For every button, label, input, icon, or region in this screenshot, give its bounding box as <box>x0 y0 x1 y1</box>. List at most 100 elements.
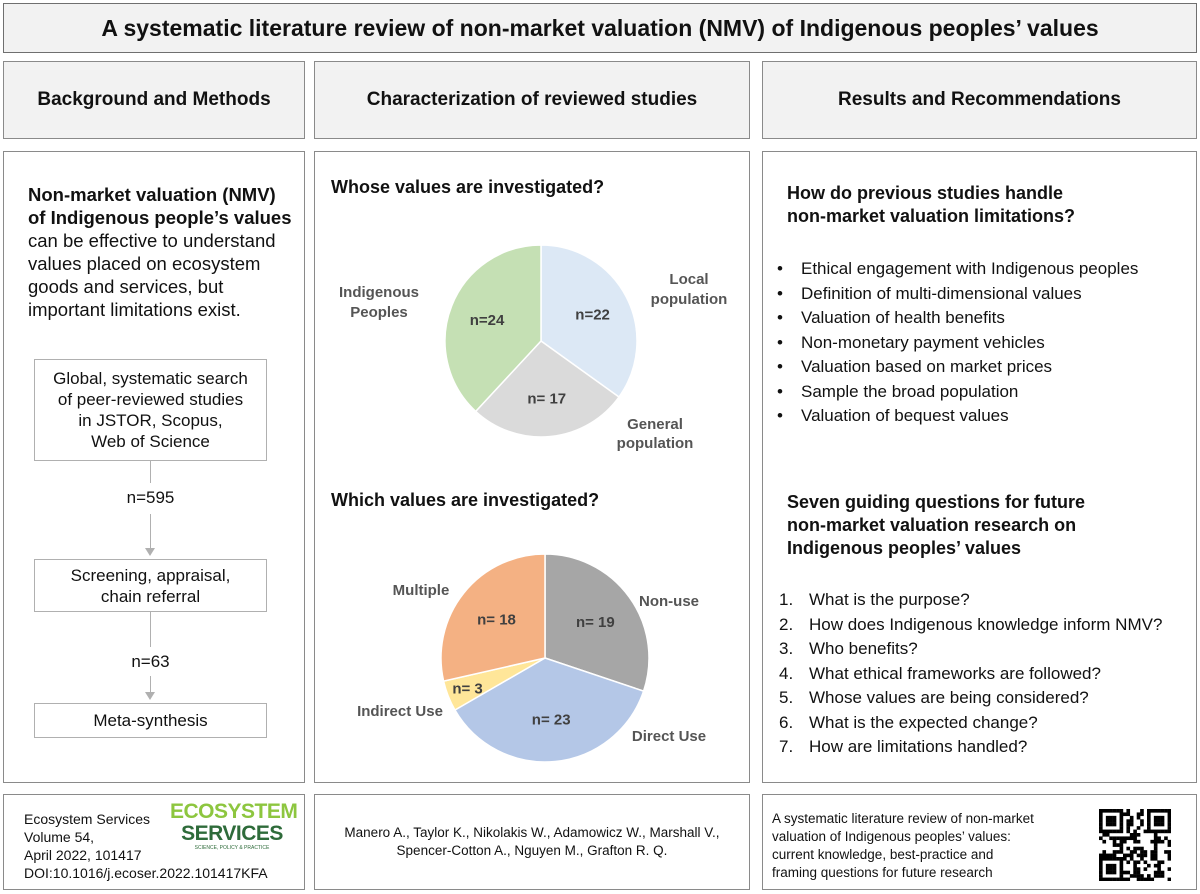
pie-whose-slice <box>474 340 620 438</box>
guiding-question-item: 6. What is the expected change? <box>779 711 1162 736</box>
question-line: How do previous studies handle <box>787 183 1064 203</box>
label-local: population <box>651 291 728 308</box>
header-characterization-text: Characterization of reviewed studies <box>366 89 698 110</box>
flow-connector <box>150 461 151 483</box>
poster-title-text: A systematic literature review of non-ma… <box>101 14 1099 41</box>
flow-screening-line: Screening, appraisal, <box>70 565 231 585</box>
journal-citation: Ecosystem Services Volume 54, April 2022… <box>24 810 268 882</box>
intro-line-4: values placed on ecosystem <box>28 253 261 274</box>
question-line: non-market valuation limitations? <box>787 206 1076 226</box>
flow-count-595: n=595 <box>126 488 175 507</box>
journal-line: Ecosystem Services <box>24 811 151 827</box>
question-number: 2. <box>779 614 794 634</box>
question-number: 4. <box>779 663 794 683</box>
logo-text: ECOSYSTEM <box>170 800 298 823</box>
pie-which-slice-label: n= 19 <box>576 614 615 631</box>
qr-code-icon[interactable] <box>1099 809 1171 881</box>
question-number: 3. <box>779 639 794 658</box>
arrow-down-icon <box>145 548 155 556</box>
limitation-item: Valuation based on market prices <box>777 355 1138 380</box>
pie-which-slice <box>544 553 650 693</box>
intro-line-6: important limitations exist. <box>28 299 241 320</box>
intro-line-5: goods and services, but <box>28 276 224 297</box>
flow-search-line: Web of Science <box>91 432 210 451</box>
flow-synthesis-box: Meta-synthesis <box>34 703 267 738</box>
flow-count-63: n=63 <box>131 652 170 671</box>
label-indirect-use: Indirect Use <box>357 703 443 720</box>
question-number: 6. <box>779 712 794 732</box>
question-text: How are limitations handled? <box>809 737 1028 756</box>
flow-search-line: Global, systematic search <box>53 369 248 388</box>
pie-which-slice-label: n= 3 <box>452 680 482 697</box>
poster-title: A systematic literature review of non-ma… <box>3 3 1197 53</box>
limitations-list: Ethical engagement with Indigenous peopl… <box>777 257 1138 429</box>
label-general: General <box>627 416 683 433</box>
chart1-title: Whose values are investigated? <box>331 177 605 197</box>
limitation-item: Valuation of health benefits <box>777 306 1138 331</box>
flow-synthesis-label: Meta-synthesis <box>93 711 208 730</box>
guiding-question-item: 3. Who benefits? <box>779 637 1162 662</box>
header-background-methods: Background and Methods <box>3 61 305 139</box>
authors-line: Manero A., Taylor K., Nikolakis W., Adam… <box>344 825 720 840</box>
question-text: What is the expected change? <box>809 712 1038 732</box>
limitation-item: Non-monetary payment vehicles <box>777 331 1138 356</box>
label-indigenous: Peoples <box>350 304 408 321</box>
guiding-question-item: 5. Whose values are being considered? <box>779 686 1162 711</box>
summary-text: A systematic literature review of non-ma… <box>772 810 1034 882</box>
limitation-item: Definition of multi-dimensional values <box>777 282 1138 307</box>
flow-search-box: Global, systematic search of peer-review… <box>34 359 267 461</box>
limitation-item: Ethical engagement with Indigenous peopl… <box>777 257 1138 282</box>
guiding-question-item: 2. How does Indigenous knowledge inform N… <box>779 613 1162 638</box>
footer-authors: Manero A., Taylor K., Nikolakis W., Adam… <box>314 794 750 890</box>
panel-results: How do previous studies handle non-marke… <box>762 151 1197 783</box>
guiding-question-item: 7. How are limitations handled? <box>779 735 1162 760</box>
pie-whose-slice-label: n=22 <box>575 307 610 324</box>
intro-bold-line-2: of Indigenous people’s values <box>28 207 292 228</box>
guiding-question-item: 4. What ethical frameworks are followed? <box>779 662 1162 687</box>
flow-screening-box: Screening, appraisal, chain referral <box>34 559 267 612</box>
header-results-text: Results and Recommendations <box>838 89 1121 110</box>
question-text: Who benefits? <box>809 639 918 658</box>
logo-text: SERVICES <box>181 822 283 845</box>
question-line: Indigenous peoples’ values <box>787 538 1022 558</box>
summary-line: A systematic literature review of non-ma… <box>772 811 1034 826</box>
pie-which-slice-label: n= 23 <box>532 712 571 729</box>
header-background-methods-text: Background and Methods <box>37 89 271 110</box>
authors: Manero A., Taylor K., Nikolakis W., Adam… <box>344 824 719 860</box>
nmv-intro: Non-market valuation (NMV) of Indigenous… <box>28 183 292 321</box>
label-local: Local <box>669 271 708 288</box>
label-general: population <box>617 435 694 452</box>
pie-whose-slice <box>540 244 638 399</box>
pie-which-slice-label: n= 18 <box>477 611 516 628</box>
pie-which-values: n= 19 n= 23 n= 3 n= 18 <box>440 553 650 763</box>
footer-summary: A systematic literature review of non-ma… <box>762 794 1197 890</box>
label-nonuse: Non-use <box>639 593 699 610</box>
flow-search-line: of peer-reviewed studies <box>57 390 244 409</box>
question-text: Whose values are being considered? <box>809 688 1089 707</box>
pie-which-slice <box>440 553 546 683</box>
pie-whose-slice-label: n=24 <box>470 312 505 329</box>
journal-line: April 2022, 101417 <box>24 847 142 863</box>
label-multiple: Multiple <box>393 582 450 599</box>
journal-line: DOI:10.1016/j.ecoser.2022.101417KFA <box>24 865 268 881</box>
pie-whose-slice-label: n= 17 <box>527 391 566 408</box>
footer-journal: Ecosystem Services Volume 54, April 2022… <box>3 794 305 890</box>
summary-line: framing questions for future research <box>772 865 993 880</box>
journal-line: Volume 54, <box>24 829 95 845</box>
header-characterization: Characterization of reviewed studies <box>314 61 750 139</box>
arrow-down-icon <box>145 692 155 700</box>
question-line: Seven guiding questions for future <box>787 492 1086 512</box>
flow-connector <box>150 514 151 549</box>
limitation-item: Sample the broad population <box>777 380 1138 405</box>
limitation-item: Valuation of bequest values <box>777 404 1138 429</box>
question-text: What is the purpose? <box>809 590 970 609</box>
pie-whose-slice <box>444 244 542 413</box>
logo-tagline: SCIENCE, POLICY & PRACTICE <box>194 845 270 851</box>
label-indigenous: Indigenous <box>339 284 419 301</box>
pie-charts-svg: n=22n= 17n=24 n= 19n= 23n= 3n= 18 Local … <box>339 244 728 763</box>
summary-line: current knowledge, best-practice and <box>772 847 994 862</box>
header-results: Results and Recommendations <box>762 61 1197 139</box>
flow-connector <box>150 612 151 647</box>
question-text: What ethical frameworks are followed? <box>809 663 1101 683</box>
question-number: 7. <box>779 737 794 756</box>
